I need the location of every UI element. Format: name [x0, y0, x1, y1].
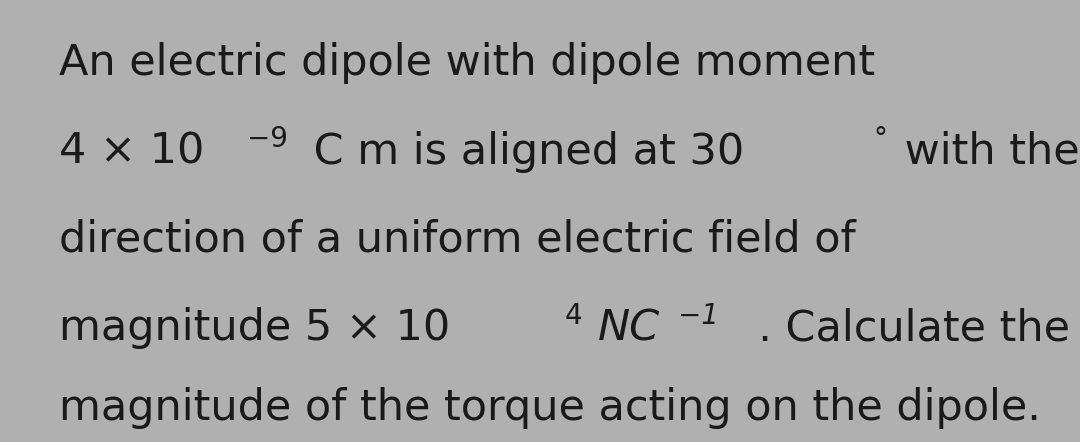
- Text: direction of a uniform electric field of: direction of a uniform electric field of: [59, 219, 856, 261]
- Text: −1: −1: [678, 301, 719, 330]
- Text: An electric dipole with dipole moment: An electric dipole with dipole moment: [59, 42, 876, 84]
- Text: 4 × 10: 4 × 10: [59, 130, 205, 172]
- Text: NC: NC: [598, 307, 660, 349]
- Text: C m is aligned at 30: C m is aligned at 30: [300, 130, 744, 172]
- Text: . Calculate the: . Calculate the: [731, 307, 1070, 349]
- Text: magnitude of the torque acting on the dipole.: magnitude of the torque acting on the di…: [59, 387, 1041, 429]
- Text: with the: with the: [891, 130, 1080, 172]
- Text: 4: 4: [564, 301, 582, 330]
- Text: magnitude 5 × 10: magnitude 5 × 10: [59, 307, 450, 349]
- Text: −9: −9: [247, 125, 288, 153]
- Text: °: °: [873, 125, 887, 153]
